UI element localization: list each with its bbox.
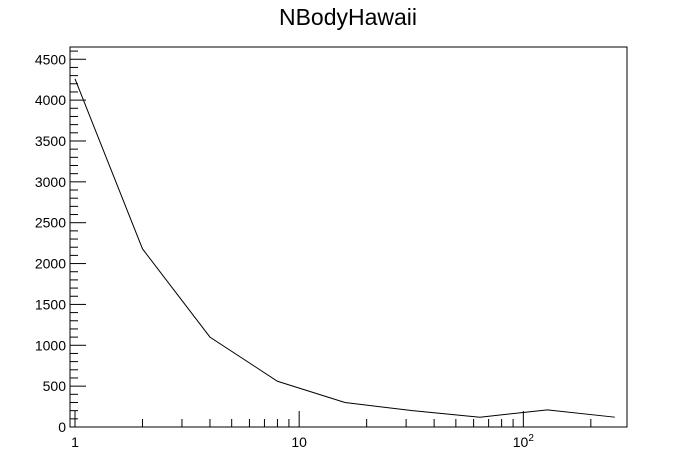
x-tick-label: 10: [291, 434, 307, 450]
series-line: [74, 78, 615, 418]
y-tick-label: 2000: [35, 256, 66, 272]
y-tick-label: 3500: [35, 133, 66, 149]
y-tick-label: 3000: [35, 174, 66, 190]
y-tick-label: 500: [43, 378, 67, 394]
y-axis: 0 500 1000 1500 2000 2500 3000 3500 4000 4500: [35, 50, 86, 435]
series-group: [74, 78, 615, 418]
y-tick-label: 4000: [35, 92, 66, 108]
x-tick-label: 1: [71, 434, 79, 450]
plot-frame: [69, 46, 628, 428]
y-tick-label: 0: [58, 419, 66, 435]
y-tick-label: 4500: [35, 51, 66, 67]
chart-title: NBodyHawaii: [279, 4, 417, 30]
y-tick-label: 1000: [35, 337, 66, 353]
y-tick-label: 1500: [35, 296, 66, 312]
x-axis: 1 10 102: [71, 411, 592, 450]
y-tick-label: 2500: [35, 215, 66, 231]
x-tick-label: 102: [513, 433, 535, 450]
